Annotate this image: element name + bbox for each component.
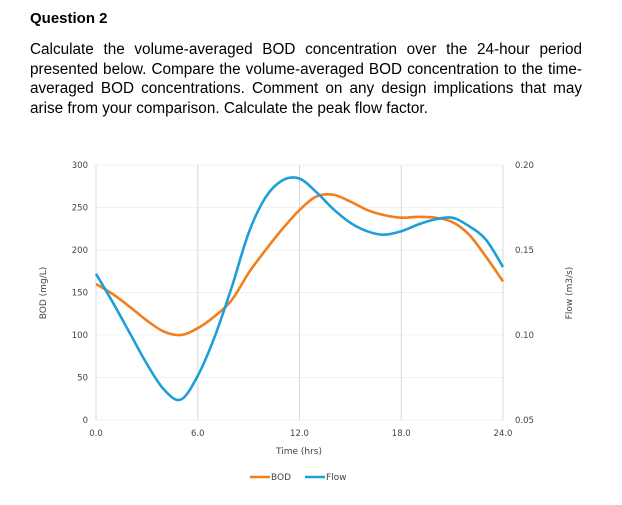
grid [95,164,504,421]
y-tick-label: 0 [83,416,88,426]
y2-tick-label: 0.05 [515,416,534,426]
y-tick-label: 250 [72,204,88,214]
legend: BOD Flow [250,473,347,483]
legend-label-bod: BOD [271,473,291,483]
y-tick-label: 300 [72,161,88,171]
y2-axis-label: Flow (m3/s) [565,267,575,320]
y-tick-label: 200 [72,246,88,256]
y2-tick-label: 0.20 [515,161,534,171]
y-axis-label: BOD (mg/L) [39,267,49,319]
x-tick-label: 0.0 [89,429,103,439]
y2-tick-label: 0.10 [515,331,534,341]
x-tick-label: 18.0 [392,429,411,439]
question-title: Question 2 [30,10,108,27]
tick-labels: 0 50 100 150 200 250 300 0.0 6.0 12.0 18.0 24.00.05… [72,161,534,439]
y2-tick-label: 0.15 [515,246,534,256]
x-tick-label: 6.0 [191,429,205,439]
legend-label-flow: Flow [326,473,347,483]
y-tick-label: 100 [72,331,88,341]
series-lines [94,176,505,402]
x-tick-label: 12.0 [290,429,309,439]
x-tick-label: 24.0 [494,429,513,439]
question-text: Calculate the volume-averaged BOD concen… [30,41,582,117]
x-axis-label: Time (hrs) [275,447,322,457]
y-tick-label: 150 [72,289,88,299]
y-tick-label: 50 [77,374,88,384]
